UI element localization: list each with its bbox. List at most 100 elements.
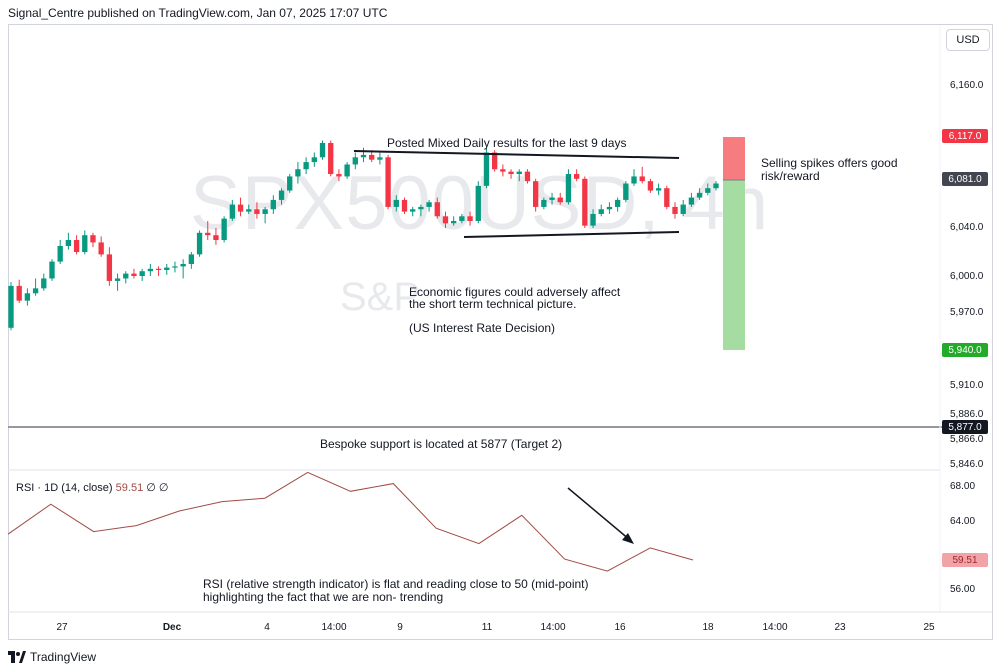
candle-body (188, 254, 195, 264)
price-tick: 5,910.0 (950, 380, 984, 391)
rsi-annotation-line2: highlighting the fact that we are non- t… (203, 590, 444, 604)
candle-body (90, 235, 96, 243)
candle-body (532, 181, 539, 207)
target-price-badge: 5,940.0 (942, 343, 988, 357)
candle-body (434, 202, 440, 217)
current-price-badge: 6,081.0 (942, 172, 988, 186)
candle-body (237, 204, 244, 212)
candle-body (155, 268, 162, 270)
candle-body (516, 171, 522, 175)
currency-button[interactable]: USD (946, 29, 990, 51)
candle-body (549, 197, 555, 200)
candle-body (647, 181, 654, 191)
candle-body (688, 197, 695, 205)
candle-body (680, 204, 686, 214)
selling-spikes-annotation-line1: Selling spikes offers good (761, 156, 898, 170)
candle-body (164, 267, 170, 270)
candle-body (483, 152, 490, 186)
candle-body (205, 232, 211, 236)
candle-body (344, 164, 350, 177)
candle-body (82, 235, 88, 252)
rsi-legend[interactable]: RSI · 1D (14, close) 59.51 ∅ ∅ (16, 481, 168, 494)
price-tick: 5,846.0 (950, 459, 984, 470)
time-tick: 14:00 (321, 622, 347, 633)
candle-body (401, 199, 408, 212)
candle-body (57, 246, 63, 262)
candle-body (631, 176, 637, 184)
candle-body (524, 171, 531, 182)
index-watermark: S&P (340, 275, 421, 319)
candle-body (606, 206, 613, 210)
rsi-line (7, 471, 694, 572)
candle-body (41, 278, 47, 289)
candle-body (196, 232, 203, 255)
rsi-legend-label: RSI · 1D (14, close) (16, 482, 113, 494)
time-tick: 9 (397, 622, 403, 633)
support-price-badge: 5,877.0 (942, 420, 988, 434)
stop-loss-zone (723, 137, 745, 180)
candle-body (541, 199, 547, 207)
economic-annotation-line1: Economic figures could adversely affect (409, 285, 621, 299)
candle-body (123, 273, 129, 279)
candle-body (262, 209, 268, 214)
rsi-legend-extra: ∅ ∅ (146, 482, 169, 494)
time-tick: 14:00 (540, 622, 566, 633)
economic-annotation-line2: the short term technical picture. (409, 297, 577, 311)
candle-body (65, 240, 72, 246)
stop-price-badge: 6,117.0 (942, 129, 988, 143)
candle-body (213, 235, 219, 240)
price-tick: 5,886.0 (950, 409, 984, 420)
price-tick: 5,866.0 (950, 434, 984, 445)
candle-body (369, 154, 375, 160)
candle-body (491, 152, 498, 170)
candle-body (426, 202, 432, 207)
support-annotation: Bespoke support is located at 5877 (Targ… (320, 437, 563, 451)
candle-body (8, 285, 14, 328)
candle-body (287, 176, 293, 191)
candle-body (73, 240, 80, 252)
candle-body (664, 188, 670, 207)
tradingview-icon (8, 651, 26, 663)
candle-body (221, 218, 227, 240)
lower-range-line (463, 231, 680, 238)
candle-body (295, 169, 301, 177)
candle-body (106, 254, 113, 281)
candle-body (278, 190, 285, 200)
rsi-tick: 56.00 (950, 584, 976, 595)
chart-frame (8, 24, 993, 640)
candle-body (311, 157, 317, 163)
take-profit-zone (723, 180, 745, 350)
candle-body (713, 183, 719, 189)
candle-body (49, 261, 55, 279)
candle-body (442, 216, 449, 224)
time-tick: 16 (614, 622, 626, 633)
candle-body (557, 197, 563, 203)
candle-body (172, 266, 178, 268)
candle-body (377, 157, 383, 160)
candle-body (508, 171, 514, 175)
rsi-tick: 64.00 (950, 516, 976, 527)
candle-body (705, 188, 711, 193)
time-tick: 4 (264, 622, 270, 633)
candle-body (319, 142, 326, 158)
candle-body (467, 216, 473, 221)
candle-body (451, 220, 457, 224)
candle-body (459, 216, 465, 221)
candle-body (573, 174, 580, 179)
economic-annotation-line3: (US Interest Rate Decision) (409, 321, 556, 335)
tradingview-logo[interactable]: TradingView (8, 650, 96, 664)
candle-body (254, 209, 260, 214)
candle-body (500, 169, 506, 172)
candle-body (32, 288, 39, 294)
rsi-annotation-line1: RSI (relative strength indicator) is fla… (203, 577, 589, 591)
price-tick: 6,160.0 (950, 80, 984, 91)
candle-body (623, 183, 629, 200)
time-tick: 23 (834, 622, 846, 633)
upper-range-line (353, 150, 680, 159)
candle-body (352, 157, 358, 165)
rsi-legend-value: 59.51 (115, 482, 144, 494)
tradingview-brand: TradingView (30, 650, 97, 664)
rsi-value-badge: 59.51 (942, 553, 988, 567)
candle-body (24, 293, 31, 301)
